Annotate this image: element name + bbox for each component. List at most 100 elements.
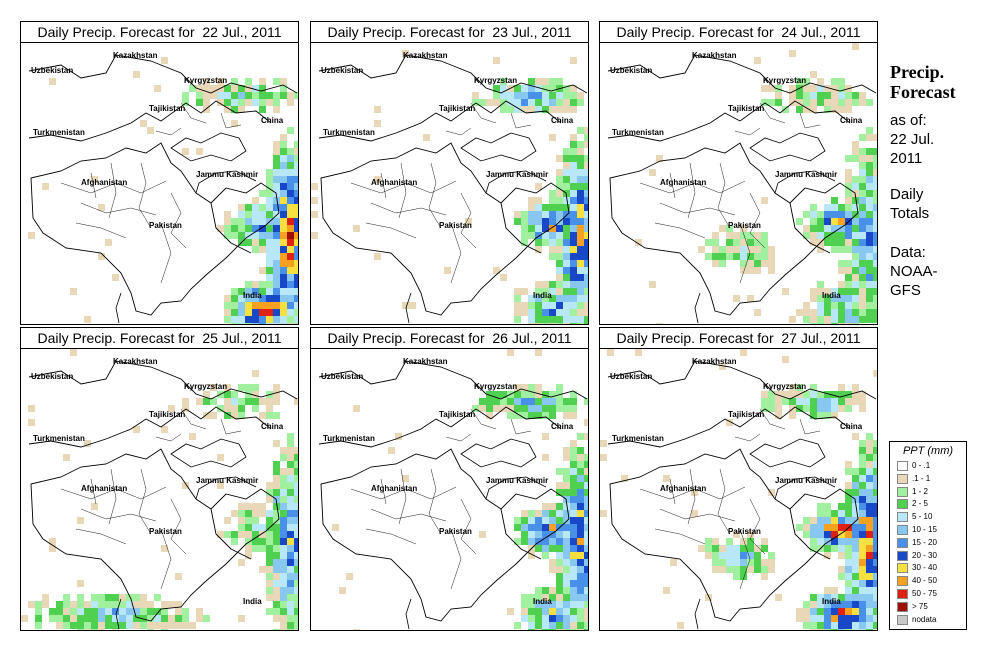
- precip-cell: [570, 316, 577, 323]
- precip-cell: [859, 552, 866, 559]
- precip-cell: [859, 155, 866, 162]
- precip-cell: [570, 398, 577, 405]
- label-pakistan: Pakistan: [149, 527, 182, 536]
- precip-cell: [238, 92, 245, 99]
- precip-cell: [521, 398, 528, 405]
- precip-cell: [287, 316, 294, 323]
- precip-cell: [294, 211, 298, 218]
- precip-cell: [754, 239, 761, 246]
- precip-cell: [35, 622, 42, 629]
- precip-cell: [584, 608, 588, 615]
- precip-cell: [514, 218, 521, 225]
- precip-cell: [570, 454, 577, 461]
- precip-cell: [231, 78, 238, 85]
- precip-cell: [719, 253, 726, 260]
- legend-item: 50 - 75: [897, 588, 963, 599]
- precip-cell: [845, 176, 852, 183]
- precip-cell: [563, 281, 570, 288]
- precip-cell: [733, 552, 740, 559]
- legend-item: 15 - 20: [897, 537, 963, 548]
- precip-cell: [570, 141, 577, 148]
- precip-cell: [203, 412, 210, 419]
- precip-cell: [803, 405, 810, 412]
- precip-cell: [556, 295, 563, 302]
- precip-cell: [824, 323, 831, 324]
- precip-cell: [866, 274, 873, 281]
- label-pakistan: Pakistan: [149, 221, 182, 230]
- precip-cell: [549, 225, 556, 232]
- precip-cell: [866, 155, 873, 162]
- precip-cell: [294, 281, 298, 288]
- precip-cell: [273, 538, 280, 545]
- precip-cell: [161, 57, 168, 64]
- precip-cell: [556, 545, 563, 552]
- precip-cell: [712, 260, 719, 267]
- precip-cell: [500, 78, 507, 85]
- precip-cell: [535, 412, 542, 419]
- precip-cell: [528, 295, 535, 302]
- precip-cell: [217, 454, 224, 461]
- precip-cell: [563, 176, 570, 183]
- precip-cell: [119, 608, 126, 615]
- precip-cell: [852, 183, 859, 190]
- precip-cell: [294, 601, 298, 608]
- precip-cell: [556, 316, 563, 323]
- precip-cell: [238, 323, 245, 324]
- precip-cell: [768, 552, 775, 559]
- precip-cell: [549, 78, 556, 85]
- precip-cell: [852, 246, 859, 253]
- precip-cell: [866, 433, 873, 440]
- precip-cell: [810, 608, 817, 615]
- precip-cell: [584, 559, 588, 566]
- precip-cell: [91, 176, 98, 183]
- precip-cell: [859, 239, 866, 246]
- precip-cell: [873, 573, 877, 580]
- precip-cell: [845, 580, 852, 587]
- precip-cell: [845, 629, 852, 630]
- label-china: China: [551, 116, 574, 125]
- precip-cell: [859, 176, 866, 183]
- precip-cell: [584, 531, 588, 538]
- precip-cell: [535, 281, 542, 288]
- precip-cell: [873, 601, 877, 608]
- label-uzbekistan: Uzbekistan: [31, 372, 73, 381]
- label-pakistan: Pakistan: [439, 221, 472, 230]
- precip-cell: [873, 190, 877, 197]
- precip-cell: [287, 559, 294, 566]
- precip-cell: [817, 517, 824, 524]
- precip-cell: [514, 99, 521, 106]
- precip-cell: [273, 545, 280, 552]
- precip-cell: [570, 267, 577, 274]
- precip-cell: [733, 573, 740, 580]
- precip-cell: [21, 615, 28, 622]
- precip-cell: [273, 204, 280, 211]
- precip-cell: [70, 349, 77, 356]
- precip-cell: [147, 127, 154, 134]
- precip-cell: [273, 267, 280, 274]
- precip-cell: [294, 239, 298, 246]
- precip-cell: [528, 538, 535, 545]
- precip-map-26jul: Kazakhstan Uzbekistan Kyrgyzstan Tajikis…: [318, 349, 588, 630]
- legend-label: 0 - .1: [912, 461, 931, 470]
- precip-cell: [231, 225, 238, 232]
- precip-cell: [563, 510, 570, 517]
- precip-cell: [873, 176, 877, 183]
- precip-cell: [84, 316, 91, 323]
- precip-cell: [838, 629, 845, 630]
- precip-cell: [570, 482, 577, 489]
- precip-cell: [280, 524, 287, 531]
- precip-cell: [252, 545, 259, 552]
- precip-cell: [712, 552, 719, 559]
- precip-cell: [873, 281, 877, 288]
- precip-cell: [845, 552, 852, 559]
- precip-cell: [280, 183, 287, 190]
- label-pakistan: Pakistan: [439, 527, 472, 536]
- precip-cell: [873, 134, 877, 141]
- precip-cell: [224, 412, 231, 419]
- precip-cell: [866, 566, 873, 573]
- precip-cell: [866, 239, 873, 246]
- precip-cell: [754, 552, 761, 559]
- precip-cell: [817, 302, 824, 309]
- precip-cell: [859, 99, 866, 106]
- precip-cell: [77, 608, 84, 615]
